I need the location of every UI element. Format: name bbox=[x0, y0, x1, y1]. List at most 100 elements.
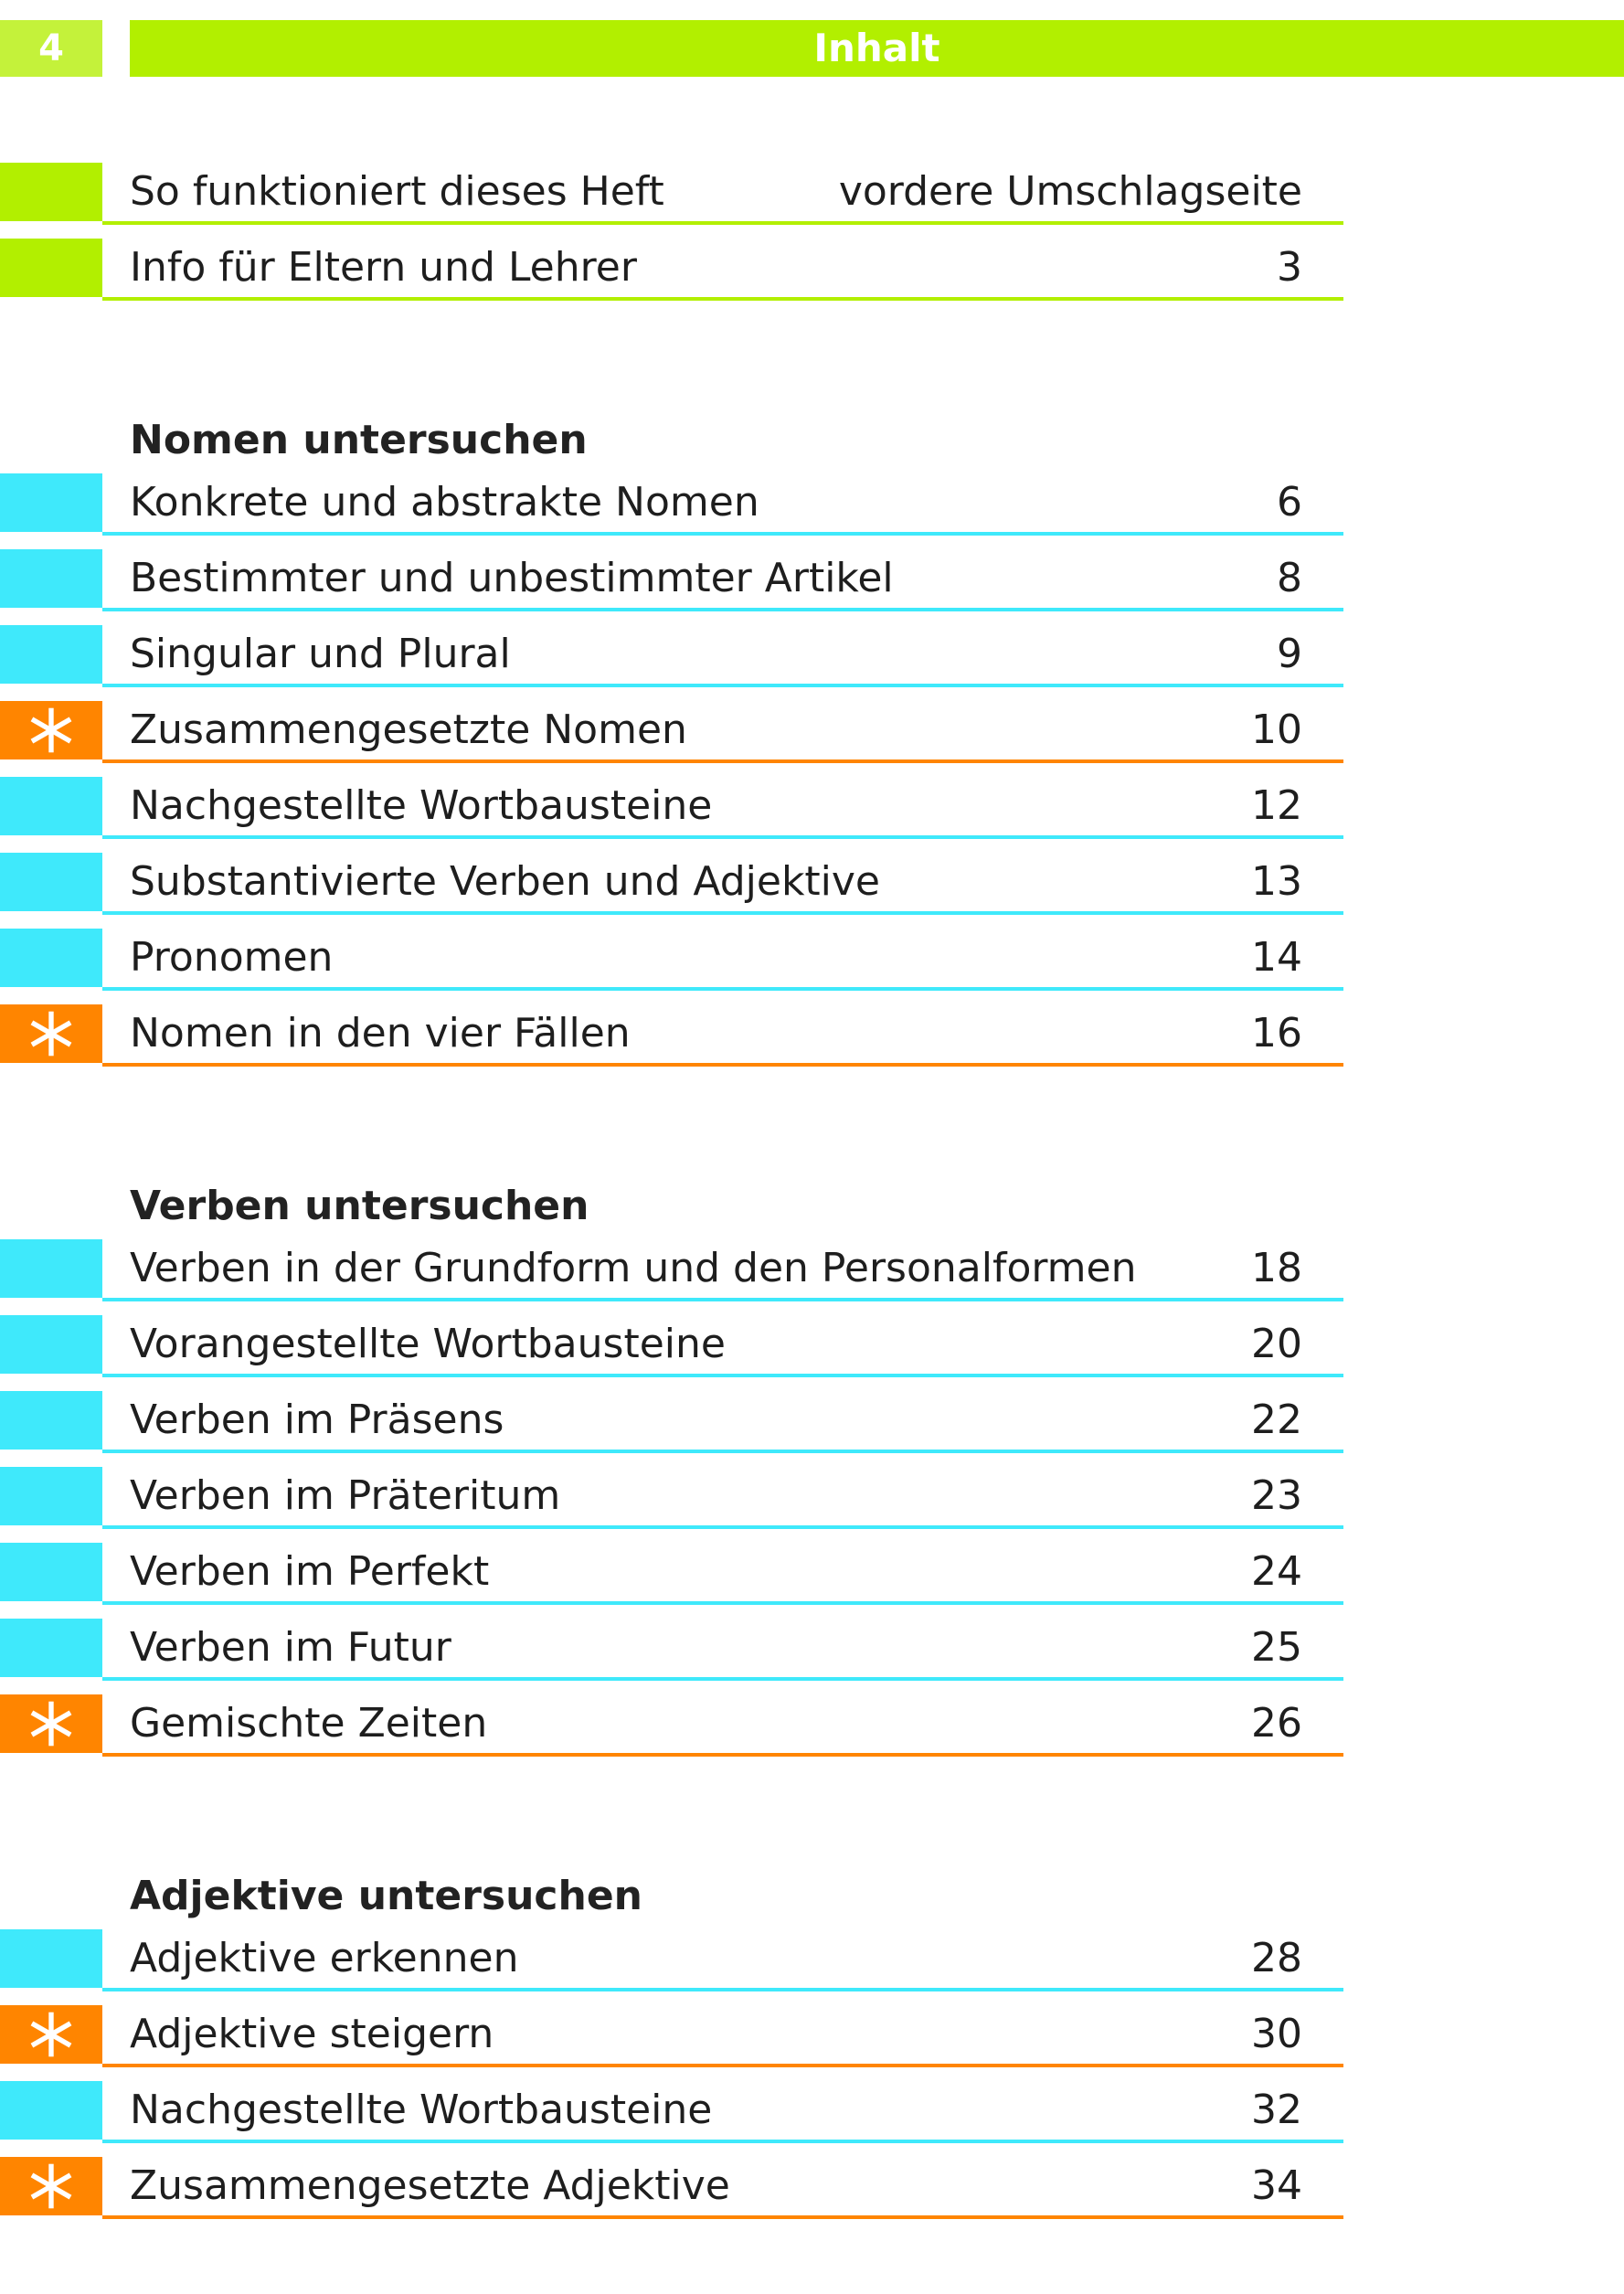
color-marker bbox=[0, 473, 102, 532]
entry-page: 34 bbox=[1251, 2162, 1302, 2209]
entry-title: Verben im Präsens bbox=[130, 1397, 504, 1443]
toc-entry: Vorangestellte Wortbausteine 20 bbox=[0, 1315, 1343, 1377]
entry-title: Bestimmter und unbestimmter Artikel bbox=[130, 555, 894, 601]
entry-page: 16 bbox=[1251, 1010, 1302, 1057]
toc-entry: Verben im Präteritum 23 bbox=[0, 1467, 1343, 1529]
color-marker bbox=[0, 1929, 102, 1988]
color-marker bbox=[0, 239, 102, 297]
color-marker bbox=[0, 929, 102, 987]
star-marker bbox=[0, 2005, 102, 2064]
underline-divider bbox=[102, 1450, 1343, 1453]
entry-page: 28 bbox=[1251, 1935, 1302, 1981]
toc-entry: Singular und Plural 9 bbox=[0, 625, 1343, 687]
color-marker bbox=[0, 853, 102, 911]
entry-title: Nachgestellte Wortbausteine bbox=[130, 782, 713, 829]
entry-title: Nachgestellte Wortbausteine bbox=[130, 2087, 713, 2133]
toc-entry: Gemischte Zeiten 26 bbox=[0, 1694, 1343, 1757]
underline-divider bbox=[102, 1063, 1343, 1067]
star-marker bbox=[0, 1694, 102, 1753]
entry-page: 10 bbox=[1251, 706, 1302, 753]
star-icon bbox=[30, 707, 72, 753]
entry-page: 9 bbox=[1277, 631, 1302, 677]
underline-divider bbox=[102, 608, 1343, 611]
underline-divider bbox=[102, 1601, 1343, 1605]
underline-divider bbox=[102, 532, 1343, 536]
intro-row: Info für Eltern und Lehrer 3 bbox=[0, 239, 1343, 301]
entry-title: Verben in der Grundform und den Personal… bbox=[130, 1245, 1137, 1291]
underline-divider bbox=[102, 1988, 1343, 1991]
toc-entry: Verben im Perfekt 24 bbox=[0, 1543, 1343, 1605]
entry-title: So funktioniert dieses Heft bbox=[130, 168, 664, 215]
star-icon bbox=[30, 2012, 72, 2057]
color-marker bbox=[0, 549, 102, 608]
star-marker bbox=[0, 1004, 102, 1063]
entry-title: Zusammengesetzte Adjektive bbox=[130, 2162, 730, 2209]
underline-divider bbox=[102, 835, 1343, 839]
underline-divider bbox=[102, 1753, 1343, 1757]
intro-row: So funktioniert dieses Heft vordere Umsch… bbox=[0, 163, 1343, 225]
underline-divider bbox=[102, 759, 1343, 763]
entry-title: Adjektive erkennen bbox=[130, 1935, 519, 1981]
star-icon bbox=[30, 1701, 72, 1747]
underline-divider bbox=[102, 2140, 1343, 2143]
entry-page: 26 bbox=[1251, 1700, 1302, 1747]
toc-entry: Adjektive steigern 30 bbox=[0, 2005, 1343, 2067]
entry-title: Gemischte Zeiten bbox=[130, 1700, 488, 1747]
entry-title: Singular und Plural bbox=[130, 631, 511, 677]
entry-page: 13 bbox=[1251, 858, 1302, 905]
entry-page: vordere Umschlagseite bbox=[838, 168, 1302, 215]
entry-page: 6 bbox=[1277, 479, 1302, 526]
toc-entry: Adjektive erkennen 28 bbox=[0, 1929, 1343, 1991]
underline-divider bbox=[102, 221, 1343, 225]
entry-title: Adjektive steigern bbox=[130, 2011, 494, 2057]
entry-title: Nomen in den vier Fällen bbox=[130, 1010, 631, 1057]
entry-title: Vorangestellte Wortbausteine bbox=[130, 1321, 726, 1367]
color-marker bbox=[0, 1239, 102, 1298]
entry-page: 8 bbox=[1277, 555, 1302, 601]
toc-entry: Zusammengesetzte Adjektive 34 bbox=[0, 2157, 1343, 2219]
toc-entry: Verben im Präsens 22 bbox=[0, 1391, 1343, 1453]
color-marker bbox=[0, 1391, 102, 1450]
entry-page: 18 bbox=[1251, 1245, 1302, 1291]
entry-page: 22 bbox=[1251, 1397, 1302, 1443]
toc-entry: Bestimmter und unbestimmter Artikel 8 bbox=[0, 549, 1343, 611]
entry-page: 23 bbox=[1251, 1472, 1302, 1519]
section-heading: Adjektive untersuchen bbox=[130, 1873, 642, 1919]
entry-page: 24 bbox=[1251, 1548, 1302, 1595]
underline-divider bbox=[102, 1525, 1343, 1529]
color-marker bbox=[0, 1619, 102, 1677]
page-number: 4 bbox=[0, 20, 102, 77]
color-marker bbox=[0, 1543, 102, 1601]
entry-title: Substantivierte Verben und Adjektive bbox=[130, 858, 881, 905]
toc-entry: Zusammengesetzte Nomen 10 bbox=[0, 701, 1343, 763]
entry-page: 20 bbox=[1251, 1321, 1302, 1367]
color-marker bbox=[0, 1315, 102, 1374]
entry-page: 3 bbox=[1277, 244, 1302, 291]
underline-divider bbox=[102, 2215, 1343, 2219]
underline-divider bbox=[102, 684, 1343, 687]
toc-entry: Pronomen 14 bbox=[0, 929, 1343, 991]
toc-entry: Konkrete und abstrakte Nomen 6 bbox=[0, 473, 1343, 536]
star-marker bbox=[0, 2157, 102, 2215]
entry-title: Konkrete und abstrakte Nomen bbox=[130, 479, 759, 526]
entry-page: 14 bbox=[1251, 934, 1302, 981]
toc-entry: Nomen in den vier Fällen 16 bbox=[0, 1004, 1343, 1067]
color-marker bbox=[0, 625, 102, 684]
section-heading: Verben untersuchen bbox=[130, 1183, 589, 1229]
color-marker bbox=[0, 2081, 102, 2140]
toc-entry: Nachgestellte Wortbausteine 32 bbox=[0, 2081, 1343, 2143]
star-marker bbox=[0, 701, 102, 759]
underline-divider bbox=[102, 297, 1343, 301]
entry-title: Verben im Futur bbox=[130, 1624, 451, 1671]
entry-title: Pronomen bbox=[130, 934, 334, 981]
underline-divider bbox=[102, 1677, 1343, 1681]
entry-page: 25 bbox=[1251, 1624, 1302, 1671]
color-marker bbox=[0, 777, 102, 835]
underline-divider bbox=[102, 2064, 1343, 2067]
star-icon bbox=[30, 1011, 72, 1057]
entry-title: Info für Eltern und Lehrer bbox=[130, 244, 637, 291]
header-title: Inhalt bbox=[130, 20, 1624, 77]
color-marker bbox=[0, 1467, 102, 1525]
toc-entry: Verben in der Grundform und den Personal… bbox=[0, 1239, 1343, 1301]
entry-page: 12 bbox=[1251, 782, 1302, 829]
